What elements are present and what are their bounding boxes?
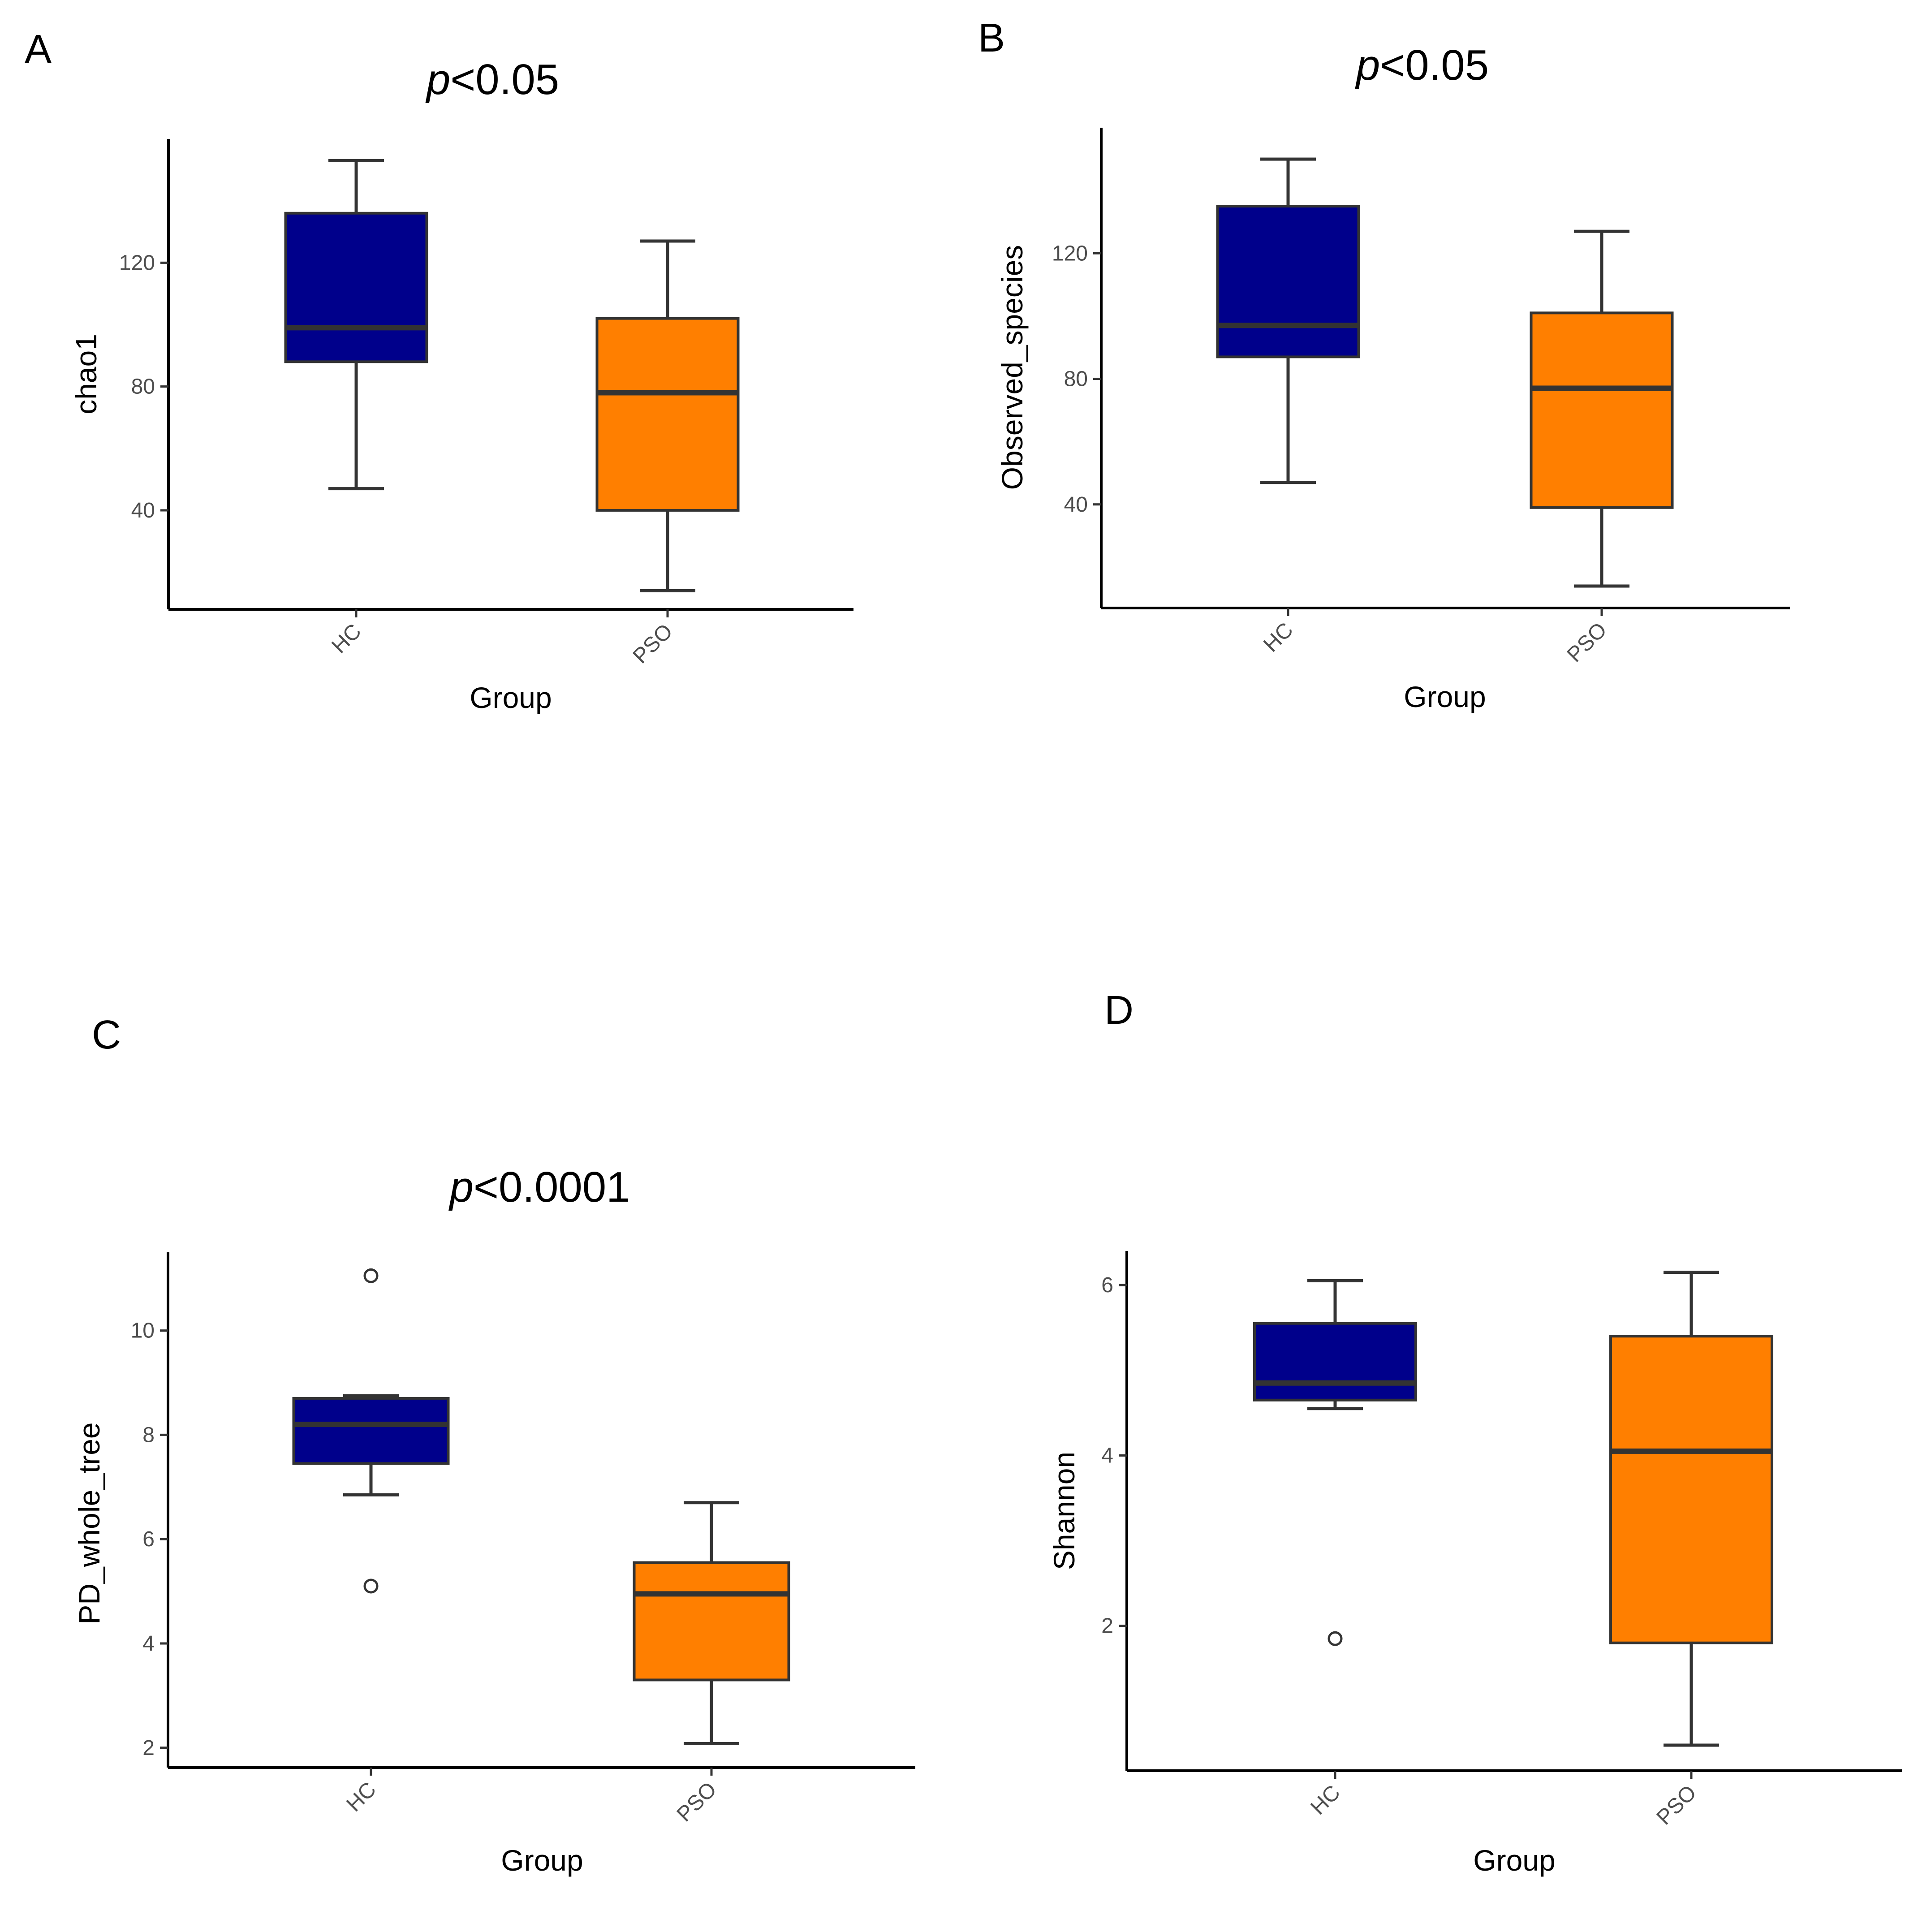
x-tick-label: PSO <box>1563 618 1612 667</box>
x-tick-label: HC <box>1259 618 1297 656</box>
iqr-box <box>292 1397 450 1465</box>
panel-letter: A <box>25 27 52 72</box>
title-italic: p <box>448 1163 473 1211</box>
y-tick-label: 4 <box>142 1632 155 1656</box>
chart-title: p<0.0001 <box>448 1163 630 1211</box>
panel-d: D 2 4 6 HC PSO Group Shannon <box>1047 988 1902 1877</box>
y-tick-label: 4 <box>1101 1444 1113 1467</box>
title-text: <0.05 <box>450 56 559 104</box>
y-axis-title: chao1 <box>69 334 103 414</box>
x-tick-label: HC <box>327 619 366 658</box>
y-tick-label: 10 <box>131 1319 155 1343</box>
y-tick-label: 120 <box>119 251 155 275</box>
title-text: <0.05 <box>1380 41 1489 89</box>
y-tick-label: 40 <box>131 499 155 522</box>
y-axis-title: PD_whole_tree <box>73 1422 106 1624</box>
y-tick-label: 120 <box>1052 242 1088 265</box>
iqr-box <box>1216 205 1360 358</box>
x-axis-title: Group <box>1473 1844 1555 1877</box>
x-axis-title: Group <box>501 1844 583 1877</box>
x-tick-label: PSO <box>1652 1781 1701 1829</box>
x-tick-label: HC <box>1306 1781 1345 1819</box>
outlier-point <box>363 1578 379 1594</box>
y-tick-label: 80 <box>131 375 155 399</box>
panel-b: Bp<0.05 40 80 120 HC PSO Group Observed_species <box>978 16 1790 713</box>
title-italic: p <box>425 56 450 104</box>
outlier-point <box>363 1268 379 1283</box>
x-tick-label: HC <box>342 1777 380 1816</box>
title-text: <0.0001 <box>474 1163 630 1211</box>
chart-title: p<0.05 <box>425 56 559 104</box>
x-axis-title: Group <box>470 681 552 714</box>
panel-letter: B <box>978 16 1005 60</box>
iqr-box <box>284 211 428 363</box>
title-italic: p <box>1355 41 1380 89</box>
outlier-point <box>1328 1631 1343 1646</box>
y-tick-label: 40 <box>1064 493 1088 517</box>
y-axis-title: Observed_species <box>996 245 1029 490</box>
box-pso <box>1609 1271 1773 1747</box>
y-tick-label: 2 <box>142 1736 155 1760</box>
y-tick-label: 8 <box>142 1423 155 1447</box>
box-pso <box>595 239 740 593</box>
box-pso <box>633 1501 790 1745</box>
panel-letter: D <box>1104 988 1134 1033</box>
box-hc <box>1253 1279 1417 1646</box>
panel-c: Cp<0.0001 2 4 6 8 10 HC PSO Group PD_whole_tree <box>73 1013 915 1877</box>
box-hc <box>1216 157 1360 484</box>
y-tick-label: 2 <box>1101 1614 1113 1638</box>
box-hc <box>292 1268 450 1594</box>
panel-letter: C <box>92 1013 121 1057</box>
iqr-box <box>595 317 740 512</box>
panel-a: Ap<0.05 40 80 120 HC PSO Group chao1 <box>25 27 853 714</box>
iqr-box <box>1609 1335 1773 1644</box>
x-tick-label: PSO <box>629 619 677 668</box>
chart-title: p<0.05 <box>1355 41 1489 89</box>
iqr-box <box>633 1561 790 1682</box>
box-hc <box>284 159 428 491</box>
x-tick-label: PSO <box>672 1777 721 1826</box>
iqr-box <box>1253 1322 1417 1402</box>
box-pso <box>1530 229 1674 588</box>
y-tick-label: 6 <box>142 1527 155 1551</box>
iqr-box <box>1530 311 1674 509</box>
y-tick-label: 80 <box>1064 367 1088 391</box>
x-axis-title: Group <box>1404 680 1486 713</box>
y-axis-title: Shannon <box>1047 1452 1081 1570</box>
y-tick-label: 6 <box>1101 1273 1113 1297</box>
